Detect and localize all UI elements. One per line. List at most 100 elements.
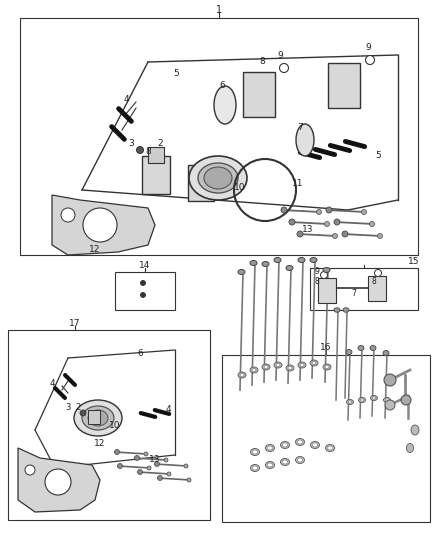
Ellipse shape: [286, 365, 294, 371]
Ellipse shape: [281, 207, 287, 213]
Text: 17: 17: [69, 319, 81, 327]
Text: 4: 4: [49, 378, 55, 387]
Bar: [222, 355, 430, 522]
Ellipse shape: [276, 364, 280, 367]
Ellipse shape: [358, 345, 364, 351]
Ellipse shape: [214, 86, 236, 124]
Bar: [328, 63, 360, 108]
Ellipse shape: [61, 208, 75, 222]
Ellipse shape: [342, 231, 348, 237]
Ellipse shape: [384, 374, 396, 386]
Text: 11: 11: [292, 179, 304, 188]
Ellipse shape: [250, 261, 257, 265]
Ellipse shape: [406, 443, 413, 453]
Text: 9: 9: [277, 51, 283, 60]
Text: 16: 16: [320, 343, 332, 351]
Ellipse shape: [334, 308, 340, 312]
Ellipse shape: [240, 374, 244, 376]
Ellipse shape: [262, 364, 270, 370]
Ellipse shape: [251, 448, 259, 456]
Ellipse shape: [297, 440, 303, 444]
Ellipse shape: [252, 368, 256, 372]
Text: 15: 15: [408, 257, 420, 266]
Ellipse shape: [328, 446, 332, 450]
Text: 10: 10: [234, 182, 246, 191]
Ellipse shape: [297, 231, 303, 237]
Text: 8: 8: [259, 58, 265, 67]
Ellipse shape: [296, 439, 304, 446]
Ellipse shape: [289, 219, 295, 225]
Ellipse shape: [265, 445, 275, 451]
Ellipse shape: [252, 466, 258, 470]
Ellipse shape: [297, 458, 303, 462]
Bar: [8, 330, 210, 520]
Ellipse shape: [384, 398, 391, 402]
Ellipse shape: [317, 209, 321, 214]
Ellipse shape: [323, 364, 331, 370]
Text: 3: 3: [65, 402, 71, 411]
Bar: [368, 276, 386, 301]
Ellipse shape: [114, 449, 120, 455]
Bar: [188, 165, 214, 201]
Ellipse shape: [274, 362, 282, 368]
Ellipse shape: [321, 271, 328, 279]
Bar: [88, 410, 100, 424]
Ellipse shape: [325, 445, 335, 451]
Polygon shape: [18, 448, 100, 512]
Text: 9: 9: [365, 44, 371, 52]
Ellipse shape: [138, 470, 142, 474]
Text: 6: 6: [137, 349, 143, 358]
Bar: [148, 147, 164, 163]
Text: 7: 7: [297, 124, 303, 133]
Bar: [243, 72, 275, 117]
Ellipse shape: [251, 464, 259, 472]
Ellipse shape: [158, 475, 162, 481]
Text: 13: 13: [302, 225, 314, 235]
Ellipse shape: [310, 257, 317, 262]
Ellipse shape: [325, 366, 329, 368]
Text: 13: 13: [149, 456, 161, 464]
Ellipse shape: [144, 452, 148, 456]
Ellipse shape: [346, 350, 352, 354]
Ellipse shape: [358, 398, 365, 402]
Bar: [115, 272, 175, 310]
Bar: [20, 18, 418, 255]
Ellipse shape: [252, 450, 258, 454]
Text: 10: 10: [109, 421, 121, 430]
Text: 12: 12: [89, 246, 101, 254]
Ellipse shape: [198, 163, 238, 193]
Ellipse shape: [283, 443, 287, 447]
Text: 3: 3: [128, 139, 134, 148]
Ellipse shape: [280, 458, 290, 465]
Text: 5: 5: [375, 150, 381, 159]
Ellipse shape: [360, 399, 364, 401]
Text: 8: 8: [145, 148, 151, 157]
Text: 8: 8: [314, 277, 319, 286]
Ellipse shape: [274, 257, 281, 262]
Ellipse shape: [280, 441, 290, 448]
Polygon shape: [52, 195, 155, 255]
Ellipse shape: [262, 262, 269, 266]
Ellipse shape: [288, 367, 292, 369]
Ellipse shape: [361, 209, 367, 214]
Ellipse shape: [204, 167, 232, 189]
Ellipse shape: [332, 233, 338, 238]
Ellipse shape: [343, 308, 349, 312]
Ellipse shape: [312, 361, 316, 365]
Ellipse shape: [298, 257, 305, 262]
Ellipse shape: [82, 406, 114, 430]
Ellipse shape: [187, 478, 191, 482]
Ellipse shape: [365, 55, 374, 64]
Ellipse shape: [385, 400, 395, 410]
Ellipse shape: [268, 463, 272, 467]
Ellipse shape: [411, 425, 419, 435]
Text: 12: 12: [94, 439, 106, 448]
Ellipse shape: [184, 464, 188, 468]
Ellipse shape: [385, 399, 389, 401]
Bar: [142, 156, 170, 194]
Ellipse shape: [238, 372, 246, 378]
Ellipse shape: [137, 147, 144, 154]
Ellipse shape: [401, 395, 411, 405]
Ellipse shape: [326, 207, 332, 213]
Ellipse shape: [374, 270, 381, 277]
